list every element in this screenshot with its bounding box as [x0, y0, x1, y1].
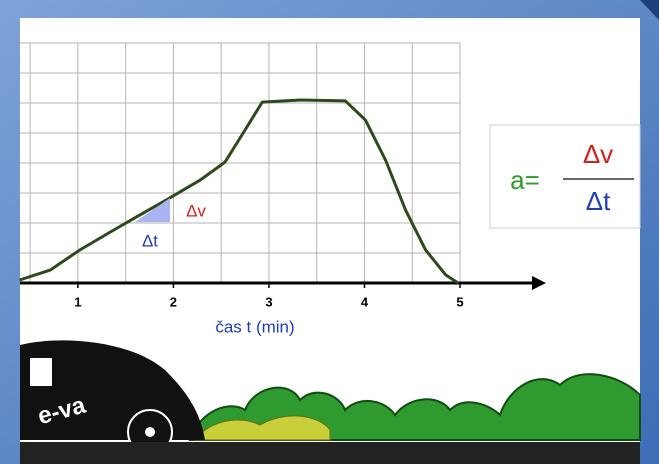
x-tick-label: 4 — [361, 294, 369, 309]
slide: 12345 čas t (min) Δv Δt a= Δv Δt e-va — [0, 0, 659, 464]
road — [20, 442, 640, 464]
formula-numerator: Δv — [583, 139, 613, 169]
x-tick-label: 5 — [456, 294, 463, 309]
delta-t-label: Δt — [142, 231, 158, 250]
formula-lhs: a= — [510, 165, 540, 195]
hub — [145, 427, 155, 437]
delta-v-label: Δv — [186, 201, 206, 220]
x-tick-label: 3 — [265, 294, 272, 309]
x-tick-label: 1 — [74, 294, 81, 309]
x-tick-label: 2 — [170, 294, 177, 309]
x-axis-label: čas t (min) — [215, 317, 294, 336]
formula-denominator: Δt — [586, 186, 611, 216]
car-window — [30, 358, 52, 386]
